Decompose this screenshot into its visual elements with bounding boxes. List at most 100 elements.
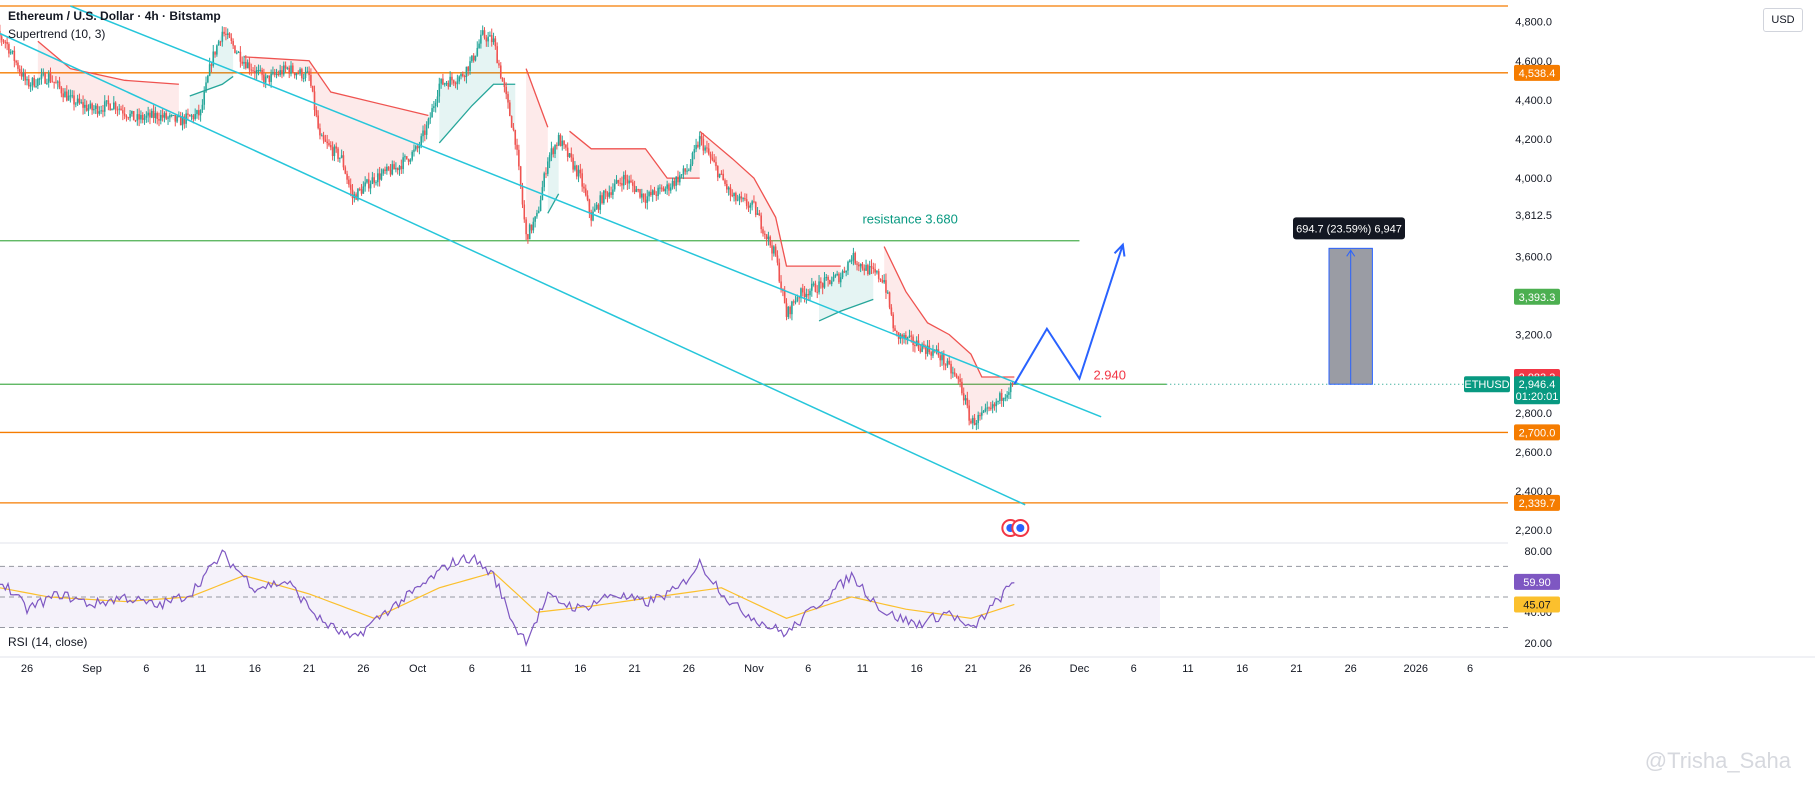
supertrend-legend[interactable]: Supertrend (10, 3) bbox=[8, 27, 106, 41]
candle-down bbox=[861, 263, 864, 269]
candle-up bbox=[686, 170, 688, 172]
candle-up bbox=[38, 78, 41, 80]
candle-down bbox=[720, 173, 723, 175]
candle-up bbox=[622, 174, 625, 186]
candle-down bbox=[60, 87, 63, 94]
time-tick-label: 21 bbox=[965, 663, 977, 675]
candle-down bbox=[351, 189, 354, 199]
rsi-ma-line bbox=[0, 571, 1015, 619]
candle-up bbox=[217, 41, 220, 46]
candle-up bbox=[172, 114, 175, 116]
candle-down bbox=[62, 93, 64, 98]
candle-up bbox=[613, 183, 616, 190]
candle-up bbox=[443, 83, 446, 85]
candle-down bbox=[498, 63, 500, 66]
candle-up bbox=[648, 191, 650, 197]
candle-up bbox=[433, 106, 435, 109]
time-tick-label: 16 bbox=[1236, 663, 1248, 675]
candle-up bbox=[852, 252, 855, 261]
candle-up bbox=[599, 195, 602, 210]
candle-down bbox=[416, 146, 419, 149]
candle-up bbox=[651, 190, 654, 196]
candle-down bbox=[872, 267, 875, 269]
candle-down bbox=[867, 264, 869, 275]
candle-up bbox=[749, 204, 752, 208]
candle-down bbox=[545, 173, 547, 175]
symbol-title[interactable]: Ethereum / U.S. Dollar · 4h · Bitstamp bbox=[8, 9, 221, 23]
candle-up bbox=[98, 111, 101, 114]
candle-up bbox=[136, 114, 139, 121]
candle-up bbox=[413, 149, 415, 152]
candle-up bbox=[87, 108, 90, 111]
candle-down bbox=[225, 33, 227, 35]
candle-up bbox=[1002, 397, 1005, 401]
candle-up bbox=[865, 264, 867, 271]
candle-down bbox=[310, 74, 312, 86]
time-tick-label: 21 bbox=[1290, 663, 1302, 675]
candle-down bbox=[293, 72, 296, 76]
level-price-tag: 2,339.7 bbox=[1519, 498, 1556, 510]
supertrend-up-fill bbox=[439, 35, 516, 143]
candle-down bbox=[816, 291, 819, 293]
candle-down bbox=[521, 186, 524, 205]
candle-down bbox=[827, 276, 829, 280]
candle-down bbox=[297, 73, 300, 75]
candle-down bbox=[18, 68, 21, 72]
candle-up bbox=[999, 393, 1001, 401]
candle-down bbox=[854, 252, 857, 264]
candle-down bbox=[241, 61, 243, 64]
rsi-legend[interactable]: RSI (14, close) bbox=[8, 635, 88, 649]
candle-down bbox=[114, 102, 117, 110]
candle-up bbox=[427, 118, 430, 126]
candle-down bbox=[556, 145, 558, 147]
candle-down bbox=[91, 103, 93, 111]
candle-up bbox=[290, 65, 292, 74]
candle-up bbox=[836, 273, 838, 276]
candle-up bbox=[688, 169, 690, 171]
candle-down bbox=[496, 46, 498, 64]
currency-button[interactable]: USD bbox=[1763, 8, 1803, 32]
candle-down bbox=[152, 110, 155, 119]
candle-down bbox=[407, 158, 410, 162]
supertrend-down-line bbox=[699, 130, 841, 267]
candle-up bbox=[903, 334, 905, 339]
candle-up bbox=[536, 212, 538, 217]
candle-down bbox=[13, 50, 16, 61]
candle-up bbox=[147, 112, 149, 116]
candle-down bbox=[342, 155, 345, 168]
candle-down bbox=[901, 334, 904, 339]
candle-down bbox=[966, 398, 969, 406]
candle-up bbox=[847, 261, 849, 271]
candle-down bbox=[127, 117, 130, 119]
candle-down bbox=[400, 165, 403, 170]
candle-up bbox=[243, 61, 245, 64]
candle-up bbox=[832, 276, 835, 282]
price-tag-box bbox=[1514, 288, 1560, 305]
candle-up bbox=[431, 108, 433, 118]
candle-up bbox=[339, 157, 341, 159]
candle-up bbox=[105, 100, 108, 102]
candle-down bbox=[197, 110, 200, 116]
candle-down bbox=[588, 199, 591, 213]
candle-up bbox=[977, 415, 979, 424]
candle-down bbox=[527, 234, 529, 240]
candle-down bbox=[838, 273, 840, 283]
candle-up bbox=[492, 38, 495, 43]
supertrend-down-fill bbox=[699, 131, 841, 316]
candle-up bbox=[333, 146, 336, 157]
candle-down bbox=[442, 78, 444, 85]
candle-down bbox=[745, 199, 748, 206]
candle-down bbox=[523, 204, 526, 220]
price-tick-label: 4,400.0 bbox=[1515, 95, 1552, 107]
candle-up bbox=[196, 110, 198, 115]
candle-down bbox=[494, 38, 497, 47]
candle-down bbox=[807, 294, 809, 296]
candle-down bbox=[102, 110, 104, 112]
candle-down bbox=[655, 194, 658, 196]
rsi-tick-label: 80.00 bbox=[1524, 546, 1552, 558]
candle-up bbox=[664, 188, 667, 192]
candle-up bbox=[438, 83, 441, 97]
candle-down bbox=[559, 135, 562, 147]
candle-down bbox=[798, 297, 800, 299]
